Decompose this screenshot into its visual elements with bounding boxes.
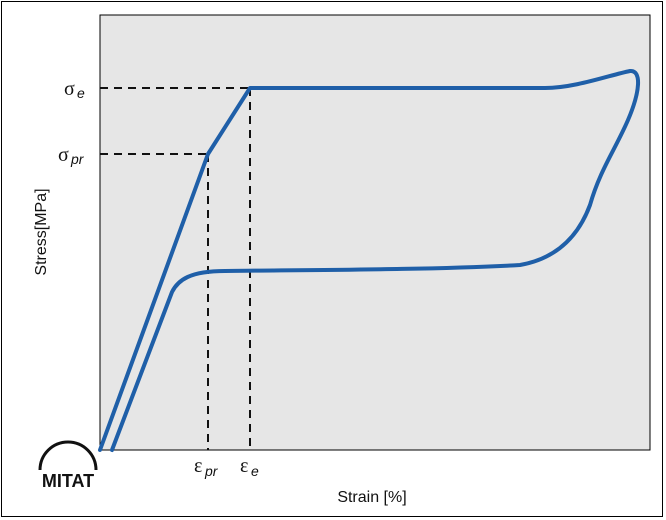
sigma-e-symbol: σ	[64, 78, 75, 100]
sigma-e-subscript: e	[77, 85, 85, 101]
epsilon-pr-symbol: ε	[194, 455, 202, 477]
sigma-pr-subscript: pr	[70, 151, 85, 167]
stress-strain-curve	[98, 69, 641, 452]
x-axis-label: Strain [%]	[337, 489, 406, 506]
y-axis-label: Stress[MPa]	[33, 188, 50, 275]
epsilon-pr-subscript: pr	[204, 463, 219, 479]
mitat-logo: MITAT	[38, 440, 98, 491]
plot-area	[99, 14, 651, 451]
logo-text: MITAT	[42, 471, 94, 491]
sigma-pr-symbol: σ	[58, 144, 69, 166]
logo-arc	[38, 440, 98, 471]
epsilon-e-subscript: e	[251, 463, 259, 479]
epsilon-e-symbol: ε	[240, 455, 248, 477]
reference-lines	[100, 87, 251, 450]
